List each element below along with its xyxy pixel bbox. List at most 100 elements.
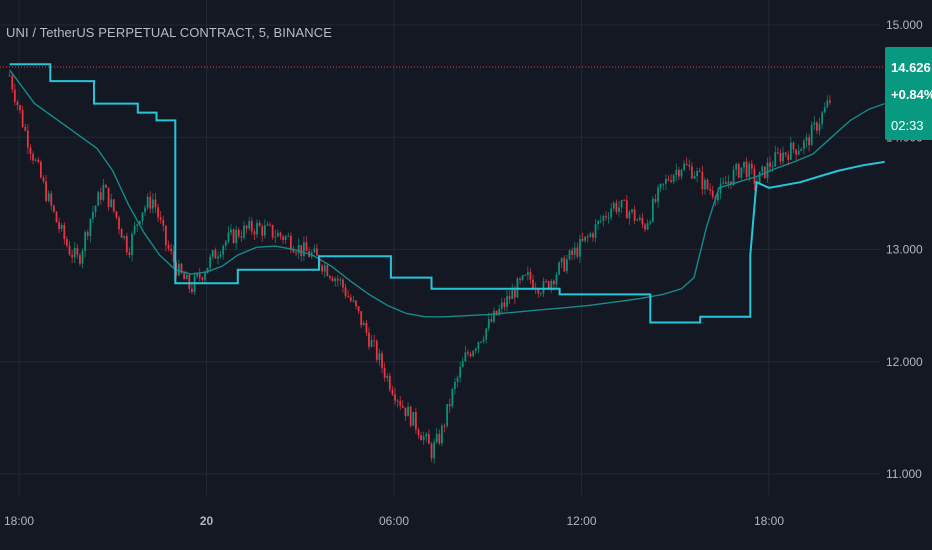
candle-body bbox=[154, 199, 157, 208]
candle-body bbox=[758, 171, 761, 183]
candle-body bbox=[42, 177, 45, 182]
candle-body bbox=[204, 273, 206, 280]
candle-body bbox=[443, 425, 446, 427]
candle-body bbox=[347, 295, 350, 297]
candle-body bbox=[396, 400, 399, 402]
candle-body bbox=[550, 280, 553, 290]
candle-body bbox=[698, 170, 701, 172]
candle-body bbox=[454, 381, 456, 389]
candle-body bbox=[243, 225, 245, 238]
candle-body bbox=[73, 247, 76, 258]
candle-body bbox=[620, 200, 623, 208]
candle-body bbox=[526, 271, 529, 275]
candle-body bbox=[677, 169, 680, 177]
candle-body bbox=[232, 229, 235, 244]
candle-body bbox=[222, 245, 225, 255]
candle-body bbox=[323, 265, 326, 272]
candle-body bbox=[776, 152, 779, 154]
candle-body bbox=[506, 296, 508, 307]
candle-body bbox=[295, 252, 297, 254]
candle-body bbox=[177, 263, 180, 276]
candle-body bbox=[131, 233, 133, 256]
candle-body bbox=[183, 272, 186, 280]
candle-body bbox=[170, 248, 172, 252]
candle-body bbox=[670, 180, 672, 182]
candle-body bbox=[112, 199, 115, 212]
candle-body bbox=[732, 169, 735, 185]
candle-body bbox=[555, 274, 558, 285]
candle-body bbox=[68, 245, 71, 255]
candle-body bbox=[464, 352, 467, 362]
candle-body bbox=[618, 207, 620, 212]
candle-body bbox=[683, 163, 686, 170]
candle-body bbox=[394, 394, 396, 401]
candle-body bbox=[81, 250, 84, 264]
candle-body bbox=[89, 218, 92, 236]
candle-body bbox=[826, 100, 829, 108]
candle-body bbox=[498, 308, 501, 316]
candle-body bbox=[422, 436, 425, 441]
candle-body bbox=[784, 152, 787, 155]
candle-body bbox=[456, 377, 459, 382]
candle-body bbox=[99, 192, 102, 200]
candle-body bbox=[802, 140, 805, 149]
candle-body bbox=[735, 164, 738, 170]
candle-body bbox=[349, 296, 352, 302]
candle-body bbox=[641, 217, 644, 225]
candle-body bbox=[250, 220, 253, 232]
candle-body bbox=[427, 434, 430, 444]
candle-body bbox=[779, 153, 782, 162]
candle-body bbox=[696, 170, 699, 176]
candle-body bbox=[704, 179, 706, 190]
candle-body bbox=[584, 236, 587, 241]
candle-body bbox=[211, 250, 214, 257]
candle-body bbox=[381, 353, 383, 368]
candle-body bbox=[21, 110, 24, 128]
candle-body bbox=[172, 251, 175, 263]
candle-body bbox=[141, 212, 144, 221]
candle-body bbox=[816, 122, 818, 131]
candle-body bbox=[576, 247, 579, 257]
candle-body bbox=[808, 137, 811, 146]
candle-body bbox=[365, 322, 368, 333]
candle-body bbox=[334, 278, 337, 282]
candle-body bbox=[399, 400, 402, 406]
candle-body bbox=[537, 289, 540, 294]
candle-body bbox=[120, 229, 123, 238]
candle-body bbox=[409, 406, 412, 426]
candle-body bbox=[461, 361, 464, 368]
ema-line bbox=[9, 69, 885, 318]
candle-body bbox=[511, 290, 514, 300]
candle-body bbox=[420, 435, 422, 441]
candle-body bbox=[667, 178, 670, 181]
candle-body bbox=[451, 388, 454, 407]
candle-body bbox=[58, 222, 61, 229]
candle-body bbox=[339, 279, 342, 281]
candle-body bbox=[256, 222, 258, 235]
candle-body bbox=[224, 241, 227, 246]
candle-body bbox=[284, 236, 287, 241]
price-change-value: +0.84% bbox=[891, 87, 932, 102]
candle-body bbox=[482, 339, 485, 342]
candle-body bbox=[362, 322, 365, 326]
candle-body bbox=[55, 211, 58, 223]
candle-body bbox=[659, 184, 662, 188]
candle-body bbox=[198, 273, 201, 278]
candle-body bbox=[29, 147, 32, 155]
candle-body bbox=[771, 166, 774, 168]
candle-body bbox=[11, 75, 14, 90]
candle-body bbox=[326, 265, 329, 276]
candle-body bbox=[16, 101, 19, 106]
candle-body bbox=[66, 239, 68, 246]
candle-body bbox=[331, 277, 334, 282]
candle-body bbox=[185, 274, 188, 280]
candle-body bbox=[276, 232, 279, 237]
candle-body bbox=[579, 238, 581, 257]
candle-body bbox=[373, 340, 376, 342]
candle-body bbox=[388, 375, 391, 390]
candle-body bbox=[269, 224, 271, 226]
candle-body bbox=[472, 350, 475, 357]
candle-body bbox=[115, 211, 118, 218]
candle-body bbox=[316, 248, 318, 256]
